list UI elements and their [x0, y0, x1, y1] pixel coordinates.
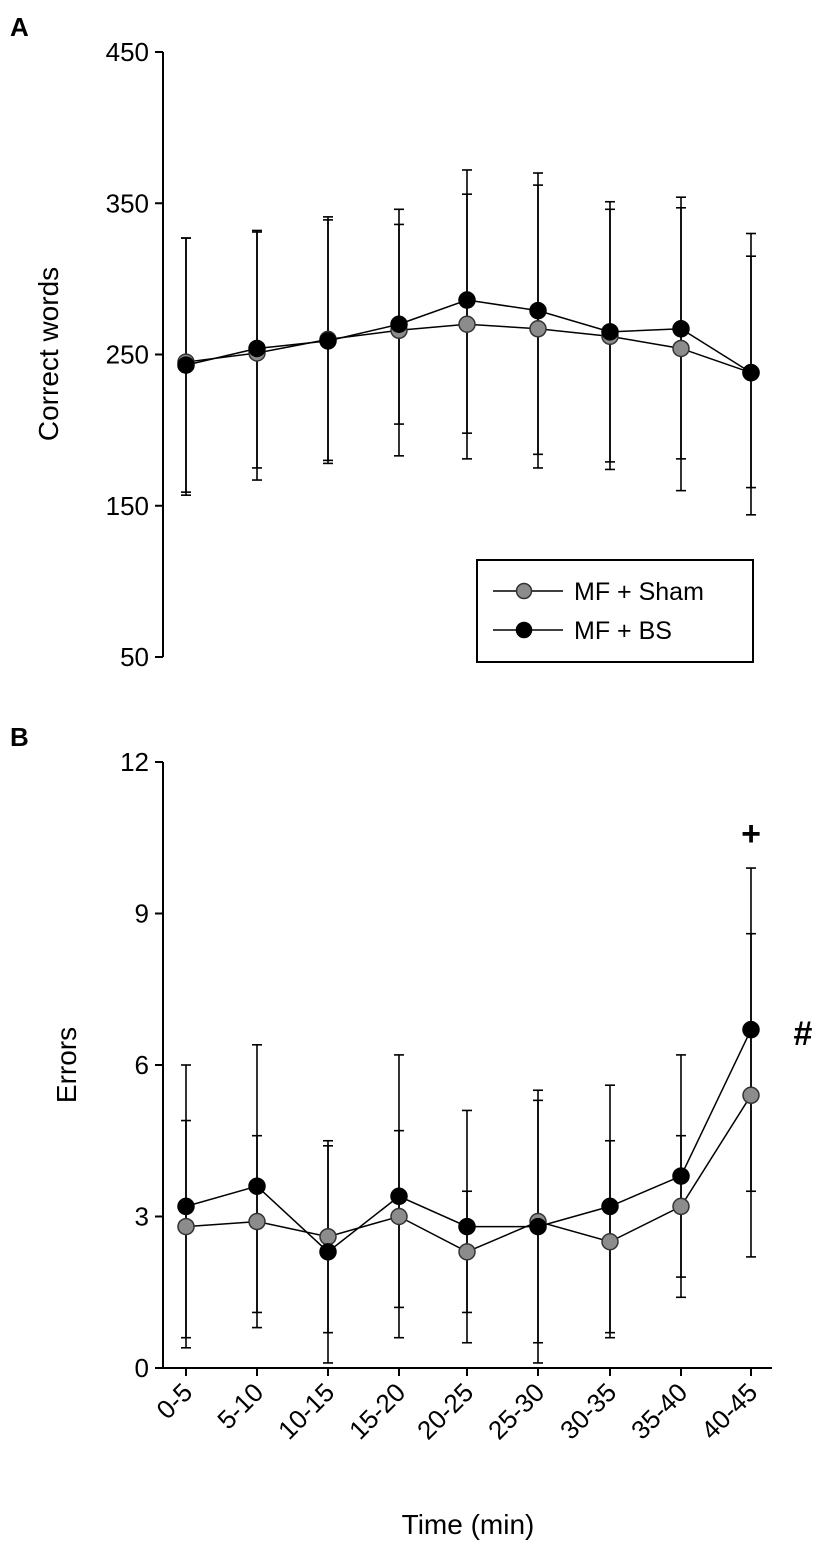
panel-b-x-tick-label: 5-10 [211, 1377, 269, 1435]
panel-b-y-tick-label: 6 [135, 1050, 149, 1080]
panel-a-y-ticks: 50 150 250 350 450 [106, 37, 163, 672]
legend-marker-sham [515, 582, 533, 600]
panel-b-x-tick-label: 10-15 [272, 1377, 340, 1445]
panel-b-point [601, 1233, 619, 1251]
panel-b-x-tick-label: 20-25 [411, 1377, 479, 1445]
panel-b-y-tick-label: 9 [135, 899, 149, 929]
panel-a-points [177, 291, 760, 382]
panel-a-point [177, 356, 195, 374]
panel-a-point [319, 332, 337, 350]
panel-b-point [672, 1197, 690, 1216]
legend-label-bs: MF + BS [574, 617, 672, 645]
panel-a-series-lines [185, 299, 752, 374]
panel-b-point [319, 1227, 337, 1246]
panel-b-y-ticks: 0 3 6 9 12 [120, 747, 163, 1383]
legend-box [476, 559, 754, 663]
panel-a-y-tick-label: 450 [106, 37, 149, 67]
panel-b-error-bars [181, 867, 756, 1364]
panel-a-point [248, 339, 266, 358]
panel-b-x-tick-label: 30-35 [554, 1377, 622, 1445]
panel-b-y-tick-label: 12 [120, 747, 149, 777]
panel-a-point [742, 363, 760, 382]
panel-b-letter: B [10, 722, 29, 752]
panel-b-point [672, 1167, 690, 1185]
panel-b-y-axis-title: Errors [51, 1027, 82, 1103]
panel-b-point [458, 1243, 476, 1261]
panel-b-y-tick-label: 0 [135, 1353, 149, 1383]
annotation-hash: # [794, 1015, 813, 1053]
panel-b-x-tick-label: 40-45 [695, 1377, 763, 1445]
panel-a-y-tick-label: 350 [106, 188, 149, 218]
panel-a-point [601, 323, 619, 341]
panel-b-point [458, 1217, 476, 1236]
panel-b-x-ticks: 0-5 5-10 10-15 15-20 20-25 25-30 30-35 35-40 40-… [150, 1368, 763, 1445]
panel-a-point [390, 315, 408, 333]
panel-b: B Errors Time (min) 0 3 6 9 12 0-5 5-10 10-15 1… [10, 722, 813, 1540]
panel-a-point [672, 339, 690, 358]
panel-b-point [319, 1243, 337, 1261]
legend-label-sham: MF + Sham [574, 578, 704, 606]
panel-b-point [177, 1197, 195, 1216]
panel-b-point [601, 1197, 619, 1216]
panel-a-y-axis-title: Correct words [33, 267, 64, 441]
panel-b-point [390, 1187, 408, 1206]
legend-marker-bs [515, 621, 533, 639]
panel-b-x-tick-label: 15-20 [343, 1377, 411, 1445]
panel-a-legend: MF + Sham MF + BS [476, 559, 754, 663]
panel-a-point [529, 320, 547, 338]
panel-b-x-axis-title: Time (min) [402, 1509, 535, 1540]
panel-b-x-tick-label: 0-5 [150, 1377, 198, 1425]
panel-b-point [529, 1217, 547, 1236]
panel-a-series-line [185, 299, 752, 374]
panel-b-point [248, 1177, 266, 1195]
panel-a: A Correct words 50 150 250 350 450 MF + Sham… [10, 12, 760, 672]
panel-a-point [458, 315, 476, 333]
panel-b-y-tick-label: 3 [135, 1202, 149, 1232]
panel-b-x-tick-label: 35-40 [625, 1377, 693, 1445]
panel-b-point [390, 1207, 408, 1226]
annotation-plus: + [741, 815, 761, 853]
panel-a-point [672, 320, 690, 338]
panel-b-point [177, 1217, 195, 1236]
panel-b-x-tick-label: 25-30 [482, 1377, 550, 1445]
panel-a-letter: A [10, 12, 29, 42]
panel-a-error-bars [181, 169, 756, 516]
panel-b-point [248, 1212, 266, 1231]
panel-a-point [529, 301, 547, 320]
panel-a-y-tick-label: 250 [106, 340, 149, 370]
panel-b-points [177, 1020, 760, 1261]
panel-b-point [742, 1020, 760, 1039]
panel-b-point [742, 1086, 760, 1105]
panel-a-point [458, 291, 476, 309]
panel-a-y-tick-label: 150 [106, 491, 149, 521]
panel-a-y-tick-label: 50 [120, 642, 149, 672]
